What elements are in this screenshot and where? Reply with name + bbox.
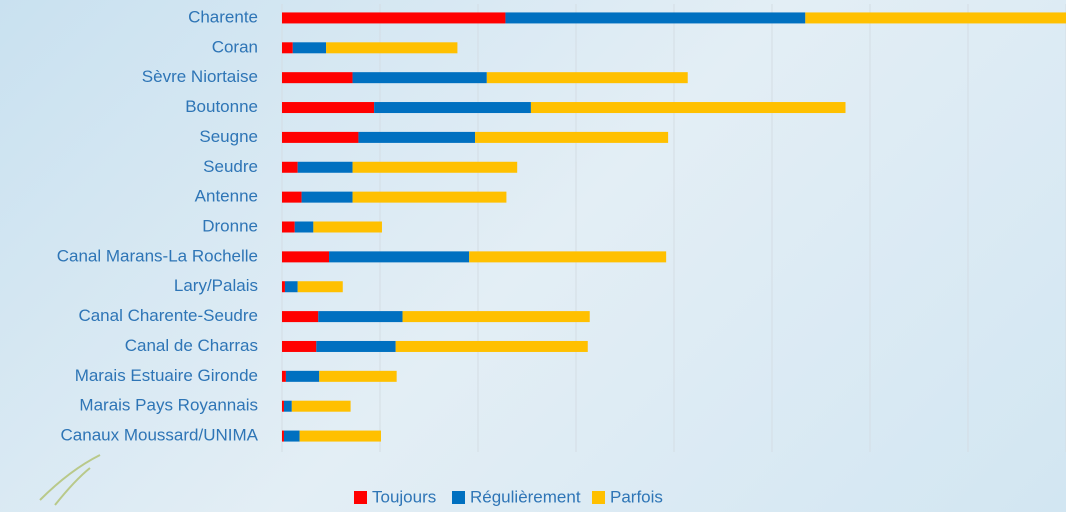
- bar-segment: [316, 341, 395, 352]
- bar-segment: [293, 42, 326, 53]
- bar-segment: [302, 192, 353, 203]
- legend-swatch: [354, 491, 367, 504]
- bar-segment: [353, 192, 507, 203]
- legend-label: Régulièrement: [470, 487, 581, 506]
- y-tick-label: Canal Charente-Seudre: [78, 306, 258, 325]
- y-tick-label: Antenne: [195, 187, 258, 206]
- bar-segment: [298, 281, 343, 292]
- bar-segment: [282, 42, 293, 53]
- legend-swatch: [592, 491, 605, 504]
- bar-segment: [326, 42, 457, 53]
- bar-segment: [282, 12, 505, 23]
- bar-segment: [487, 72, 688, 83]
- bar-segment: [403, 311, 590, 322]
- bar-segment: [319, 371, 396, 382]
- bar-segment: [282, 222, 295, 233]
- y-tick-label: Marais Pays Royannais: [79, 396, 258, 415]
- bar-segment: [531, 102, 846, 113]
- y-tick-label: Canal de Charras: [125, 336, 258, 355]
- bar-segment: [282, 192, 302, 203]
- bar-segment: [282, 72, 353, 83]
- y-tick-label: Boutonne: [185, 97, 258, 116]
- bar-segment: [313, 222, 382, 233]
- bar-segment: [292, 401, 351, 412]
- bar-segment: [282, 311, 318, 322]
- bar-segment: [353, 162, 518, 173]
- bar-segment: [284, 431, 300, 442]
- bar-segment: [475, 132, 668, 143]
- bar-segment: [353, 72, 487, 83]
- legend-label: Toujours: [372, 487, 436, 506]
- y-tick-label: Canaux Moussard/UNIMA: [61, 426, 259, 445]
- bar-segment: [295, 222, 314, 233]
- bar-segment: [469, 251, 666, 262]
- bar-segment: [286, 371, 319, 382]
- bar-segment: [282, 341, 316, 352]
- bar-segment: [318, 311, 402, 322]
- legend-label: Parfois: [610, 487, 663, 506]
- bar-segment: [805, 12, 1066, 23]
- bar-segment: [284, 401, 292, 412]
- bar-segment: [282, 102, 374, 113]
- y-tick-label: Seugne: [199, 127, 258, 146]
- y-tick-label: Dronne: [202, 216, 258, 235]
- bar-segment: [282, 401, 284, 412]
- y-tick-label: Seudre: [203, 157, 258, 176]
- bar-segment: [300, 431, 381, 442]
- bar-segment: [282, 281, 285, 292]
- bar-segment: [358, 132, 475, 143]
- bar-segment: [505, 12, 805, 23]
- y-tick-label: Sèvre Niortaise: [142, 67, 258, 86]
- bar-segment: [282, 251, 329, 262]
- y-tick-label: Coran: [212, 37, 258, 56]
- chart: Charente Coran Sèvre Niortaise Boutonne Seug…: [0, 0, 1066, 512]
- bar-segment: [282, 132, 358, 143]
- legend-swatch: [452, 491, 465, 504]
- bar-segment: [282, 431, 284, 442]
- bar-segment: [285, 281, 298, 292]
- bar-segment: [396, 341, 588, 352]
- y-tick-label: Charente: [188, 7, 258, 26]
- bar-segment: [329, 251, 469, 262]
- bar-segment: [374, 102, 531, 113]
- bar-segment: [298, 162, 353, 173]
- bar-segment: [282, 162, 298, 173]
- y-tick-label: Canal Marans-La Rochelle: [57, 246, 258, 265]
- y-tick-label: Lary/Palais: [174, 276, 258, 295]
- logo-decoration: [40, 455, 100, 505]
- y-tick-label: Marais Estuaire Gironde: [75, 366, 258, 385]
- bar-segment: [282, 371, 286, 382]
